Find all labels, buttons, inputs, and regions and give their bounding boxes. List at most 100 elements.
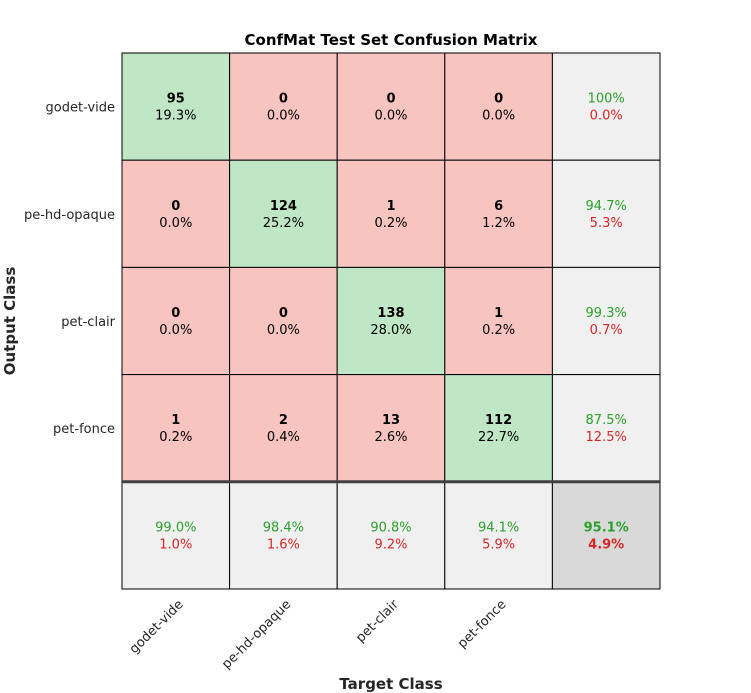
matrix-cell: 112 22.7%	[444, 374, 553, 483]
cell-count-label: 1	[386, 199, 395, 214]
x-tick-label: pet-clair	[353, 597, 402, 646]
row-error-label: 0.7%	[590, 323, 623, 338]
cell-percent-label: 0.2%	[159, 430, 192, 445]
x-tick-label: godet-vide	[127, 597, 187, 657]
cell-percent-label: 28.0%	[370, 323, 411, 338]
chart-title: ConfMat Test Set Confusion Matrix	[245, 31, 538, 49]
column-recall-label: 99.0%	[155, 520, 196, 535]
cell-count-label: 2	[279, 413, 288, 428]
matrix-cells: 95 19.3% 0 0.0% 0 0.0% 0 0.0% 0 0.0% 124 25.2% 1 0.2%…	[121, 52, 661, 590]
column-summary-cell: 98.4% 1.6%	[229, 481, 338, 590]
matrix-cell: 13 2.6%	[336, 374, 446, 483]
x-tick-label: pet-fonce	[455, 597, 509, 651]
row-summary-cell: 99.3% 0.7%	[551, 266, 661, 376]
row-error-label: 12.5%	[586, 430, 627, 445]
matrix-cell: 95 19.3%	[121, 52, 231, 161]
diagonal-cell	[444, 374, 553, 483]
row-summary-box	[551, 159, 661, 268]
column-summary-cell: 90.8% 9.2%	[336, 481, 446, 590]
overall-accuracy-cell: 95.1% 4.9%	[551, 481, 661, 590]
cell-count-label: 1	[171, 413, 180, 428]
off-diagonal-cell	[444, 52, 553, 161]
cell-percent-label: 0.0%	[159, 323, 192, 338]
overall-error-label: 4.9%	[588, 537, 624, 552]
column-recall-label: 90.8%	[370, 520, 411, 535]
cell-percent-label: 19.3%	[155, 109, 196, 124]
overall-accuracy-label: 95.1%	[584, 520, 629, 535]
off-diagonal-cell	[229, 266, 338, 376]
cell-percent-label: 25.2%	[263, 216, 304, 231]
cell-count-label: 138	[377, 306, 404, 321]
row-precision-label: 94.7%	[586, 199, 627, 214]
matrix-cell: 0 0.0%	[229, 52, 338, 161]
matrix-cell: 1 0.2%	[121, 374, 231, 483]
y-axis-label: Output Class	[1, 267, 19, 376]
matrix-cell: 0 0.0%	[121, 159, 231, 268]
cell-count-label: 124	[270, 199, 297, 214]
column-summary-box	[444, 481, 553, 590]
off-diagonal-cell	[444, 159, 553, 268]
row-precision-label: 87.5%	[586, 413, 627, 428]
cell-count-label: 1	[494, 306, 503, 321]
cell-count-label: 0	[494, 92, 503, 107]
row-summary-cell: 87.5% 12.5%	[551, 374, 661, 483]
cell-percent-label: 0.2%	[482, 323, 515, 338]
cell-percent-label: 22.7%	[478, 430, 519, 445]
cell-count-label: 0	[279, 92, 288, 107]
cell-percent-label: 0.2%	[374, 216, 407, 231]
matrix-cell: 0 0.0%	[444, 52, 553, 161]
cell-percent-label: 0.0%	[482, 109, 515, 124]
off-diagonal-cell	[229, 52, 338, 161]
cell-percent-label: 2.6%	[374, 430, 407, 445]
row-precision-label: 99.3%	[586, 306, 627, 321]
matrix-cell: 0 0.0%	[229, 266, 338, 376]
cell-count-label: 0	[171, 199, 180, 214]
column-error-label: 1.0%	[159, 537, 192, 552]
off-diagonal-cell	[121, 266, 231, 376]
row-error-label: 0.0%	[590, 109, 623, 124]
matrix-cell: 1 0.2%	[444, 266, 553, 376]
off-diagonal-cell	[121, 159, 231, 268]
column-error-label: 5.9%	[482, 537, 515, 552]
x-axis-label: Target Class	[339, 675, 442, 693]
cell-count-label: 6	[494, 199, 503, 214]
diagonal-cell	[121, 52, 231, 161]
off-diagonal-cell	[229, 374, 338, 483]
cell-percent-label: 1.2%	[482, 216, 515, 231]
column-summary-cell: 99.0% 1.0%	[121, 481, 231, 590]
row-summary-box	[551, 266, 661, 376]
column-summary-box	[121, 481, 231, 590]
cell-count-label: 0	[386, 92, 395, 107]
row-precision-label: 100%	[588, 92, 625, 107]
cell-percent-label: 0.0%	[267, 109, 300, 124]
cell-count-label: 112	[485, 413, 512, 428]
column-summary-box	[229, 481, 338, 590]
cell-percent-label: 0.0%	[159, 216, 192, 231]
row-summary-cell: 94.7% 5.3%	[551, 159, 661, 268]
off-diagonal-cell	[336, 52, 446, 161]
column-error-label: 1.6%	[267, 537, 300, 552]
diagonal-cell	[336, 266, 446, 376]
y-tick-label: pet-fonce	[53, 422, 115, 437]
matrix-cell: 138 28.0%	[336, 266, 446, 376]
cell-percent-label: 0.0%	[267, 323, 300, 338]
matrix-cell: 1 0.2%	[336, 159, 446, 268]
matrix-cell: 0 0.0%	[121, 266, 231, 376]
y-tick-label: godet-vide	[46, 101, 115, 116]
y-tick-label: pet-clair	[61, 315, 115, 330]
column-recall-label: 94.1%	[478, 520, 519, 535]
x-tick-label: pe-hd-opaque	[219, 597, 294, 672]
column-error-label: 9.2%	[374, 537, 407, 552]
diagonal-cell	[229, 159, 338, 268]
column-summary-box	[336, 481, 446, 590]
cell-count-label: 0	[279, 306, 288, 321]
row-summary-box	[551, 374, 661, 483]
matrix-cell: 2 0.4%	[229, 374, 338, 483]
cell-percent-label: 0.0%	[374, 109, 407, 124]
matrix-cell: 0 0.0%	[336, 52, 446, 161]
y-tick-label: pe-hd-opaque	[24, 208, 115, 223]
cell-count-label: 13	[382, 413, 400, 428]
row-error-label: 5.3%	[590, 216, 623, 231]
matrix-cell: 6 1.2%	[444, 159, 553, 268]
